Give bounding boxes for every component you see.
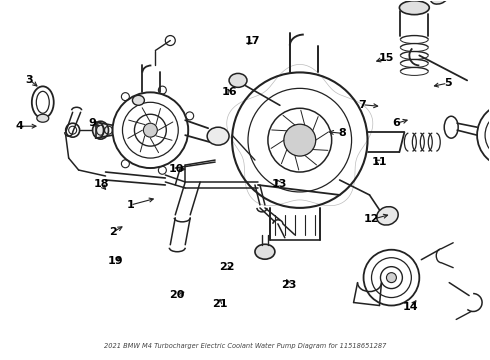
Text: 9: 9 [89, 118, 97, 128]
Text: 19: 19 [107, 256, 123, 266]
Text: 15: 15 [379, 53, 394, 63]
Text: 18: 18 [93, 179, 109, 189]
Text: 22: 22 [219, 262, 234, 272]
Ellipse shape [377, 207, 398, 225]
Text: 2021 BMW M4 Turbocharger Electric Coolant Water Pump Diagram for 11518651287: 2021 BMW M4 Turbocharger Electric Coolan… [104, 343, 386, 349]
Circle shape [144, 123, 157, 137]
Text: 21: 21 [212, 299, 227, 309]
Text: 23: 23 [281, 280, 296, 290]
Text: 13: 13 [271, 179, 287, 189]
Ellipse shape [431, 0, 448, 4]
Ellipse shape [207, 127, 229, 145]
Circle shape [284, 124, 316, 156]
Text: 7: 7 [358, 100, 366, 110]
Ellipse shape [93, 121, 108, 139]
Ellipse shape [132, 95, 145, 105]
Text: 4: 4 [16, 121, 24, 131]
Ellipse shape [32, 86, 54, 118]
Ellipse shape [255, 244, 275, 259]
Text: 5: 5 [444, 78, 451, 88]
Text: 11: 11 [371, 157, 387, 167]
Text: 12: 12 [364, 215, 380, 224]
Ellipse shape [399, 1, 429, 15]
Text: 10: 10 [169, 164, 184, 174]
Circle shape [387, 273, 396, 283]
Ellipse shape [37, 114, 49, 122]
Text: 17: 17 [245, 36, 260, 46]
Text: 8: 8 [339, 129, 346, 138]
Text: 2: 2 [109, 227, 117, 237]
Text: 14: 14 [403, 302, 419, 312]
Text: 16: 16 [221, 87, 237, 97]
Text: 3: 3 [25, 75, 33, 85]
Text: 1: 1 [126, 200, 134, 210]
Text: 6: 6 [392, 118, 400, 128]
Ellipse shape [229, 73, 247, 87]
Text: 20: 20 [169, 291, 184, 301]
